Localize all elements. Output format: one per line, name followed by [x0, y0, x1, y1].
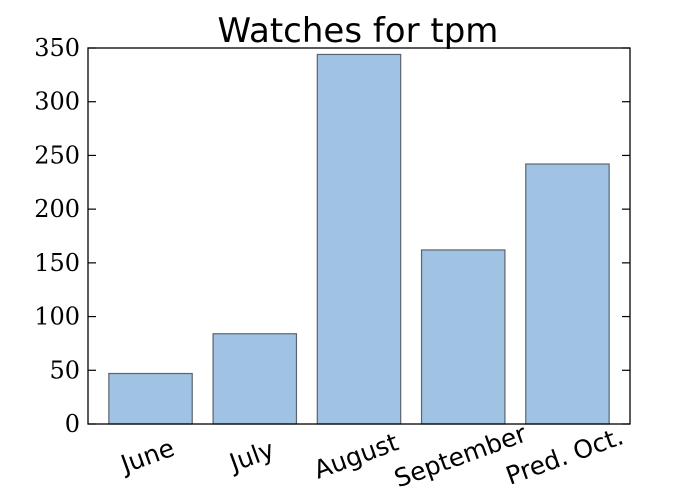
- bar-june: [108, 372, 193, 425]
- y-tick-label: 200: [34, 195, 80, 223]
- axes-layer: [87, 47, 631, 425]
- y-tick-label: 350: [34, 34, 80, 62]
- y-tick-label: 150: [34, 249, 80, 277]
- bar-september: [420, 249, 506, 425]
- x-tick-label: August: [310, 427, 402, 484]
- bar-july: [212, 333, 298, 425]
- bar-pred-oct: [525, 163, 610, 425]
- x-tick-label: June: [115, 433, 178, 480]
- y-tick-label: 250: [34, 141, 80, 169]
- bar-august: [316, 53, 402, 425]
- y-axis-ticks: 0 50 100 150 200 250 300 350: [34, 34, 630, 438]
- bars-layer: [108, 53, 610, 425]
- y-tick-label: 0: [65, 410, 80, 438]
- plot-frame: [87, 47, 631, 425]
- y-tick-label: 300: [34, 88, 80, 116]
- x-tick-label: July: [224, 435, 278, 478]
- y-tick-label: 100: [34, 303, 80, 331]
- y-tick-label: 50: [49, 356, 80, 384]
- chart-title: Watches for tpm: [218, 11, 499, 51]
